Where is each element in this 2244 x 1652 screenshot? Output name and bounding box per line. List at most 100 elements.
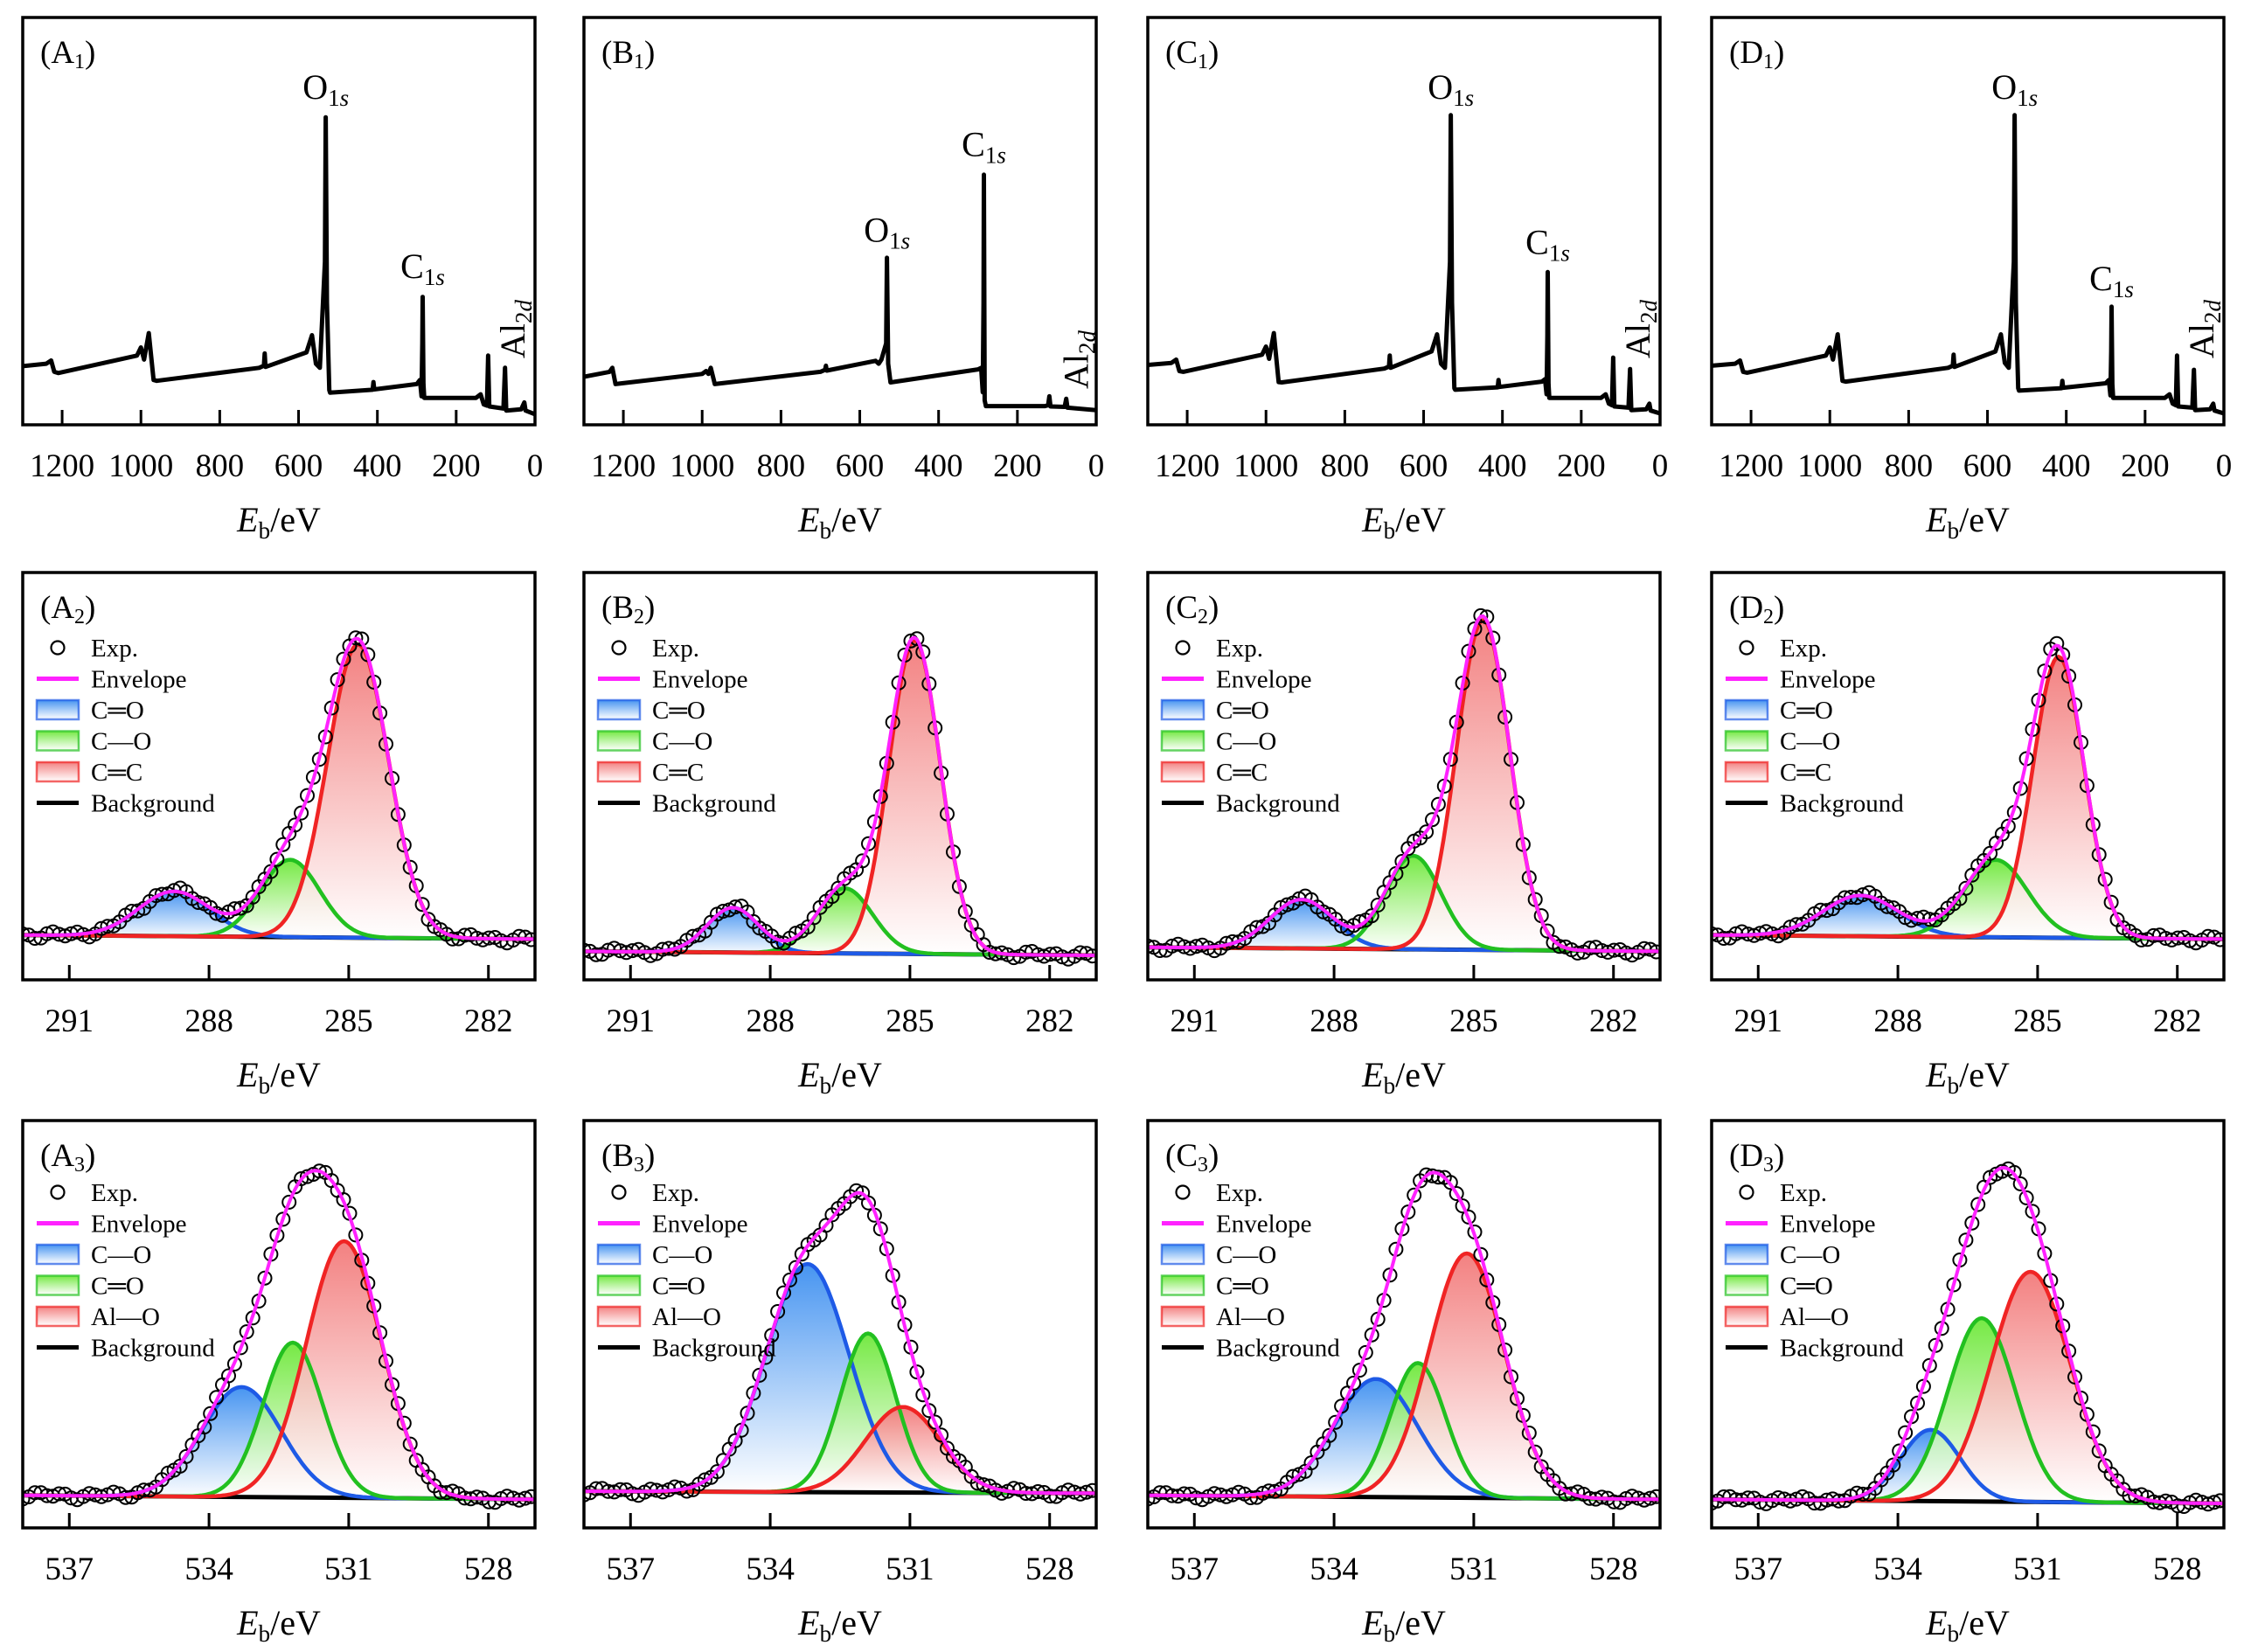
- plot-frame: [1710, 1119, 2226, 1530]
- legend-item: Exp.: [50, 1179, 138, 1207]
- axis-title-unit: /eV: [1959, 1055, 2010, 1094]
- exp-point: [2055, 647, 2071, 663]
- legend-swatch-blue: [1724, 698, 1769, 721]
- exp-point: [1527, 1444, 1543, 1460]
- exp-point: [2006, 1164, 2022, 1180]
- legend-label: C═O: [652, 1273, 705, 1301]
- exp-point: [2018, 1190, 2034, 1205]
- axis-title-sub: b: [1948, 517, 1960, 544]
- legend-item: Envelope: [37, 666, 187, 694]
- legend-swatch-red: [1724, 1305, 1769, 1328]
- plot-area: [584, 631, 1096, 967]
- exp-point: [976, 1477, 991, 1493]
- legend-item: C═C: [596, 759, 704, 787]
- panel-label-sub: 3: [634, 1154, 644, 1177]
- axis-title-sub: b: [1384, 1621, 1396, 1647]
- legend-label: Background: [652, 790, 776, 818]
- legend-label: Al—O: [652, 1303, 721, 1331]
- exp-point: [106, 1484, 122, 1500]
- panel-label-open: (C: [1165, 1138, 1198, 1174]
- exp-point: [1910, 1395, 1925, 1411]
- x-tick-label: 600: [1400, 448, 1449, 484]
- envelope-line: [1148, 1170, 1660, 1502]
- axis-title-sub: b: [1384, 1072, 1396, 1099]
- exp-point: [2012, 1176, 2028, 1191]
- peak-label-Al: Al2d: [1618, 299, 1662, 358]
- plot-frame: [582, 16, 1098, 427]
- x-tick-label: 800: [1321, 448, 1370, 484]
- panel-label: (D2): [1729, 590, 1784, 628]
- exp-point: [2182, 933, 2198, 948]
- panel-label-sub: 2: [634, 606, 644, 628]
- legend-item: Exp.: [1175, 1179, 1263, 1207]
- legend-swatch-red: [1160, 760, 1205, 783]
- panel-label-close: ): [644, 1138, 655, 1174]
- legend-marker-exp: [1175, 640, 1191, 656]
- axis-title-symbol: E: [1361, 500, 1383, 539]
- peak-label-sub-orbital: d: [1636, 299, 1662, 311]
- exp-point: [1407, 1187, 1422, 1203]
- exp-point: [1455, 1198, 1470, 1214]
- peak-label-main: Al: [1618, 323, 1657, 358]
- exp-point: [1618, 945, 1634, 961]
- panel-A2: (A2) Exp. Envelope C═O C—O C═C Background 291 28…: [21, 571, 537, 1099]
- exp-point: [336, 1192, 351, 1207]
- exp-point: [872, 1221, 888, 1237]
- exp-point: [1148, 1491, 1156, 1507]
- axis-title-unit: /eV: [270, 500, 321, 539]
- legend-label: C═O: [91, 697, 144, 725]
- x-tick-label: 600: [1963, 448, 2012, 484]
- exp-point: [226, 1357, 242, 1371]
- exp-point: [1394, 854, 1410, 869]
- plot-area: [1712, 1161, 2224, 1514]
- peak-label-Al: Al2d: [2182, 299, 2226, 358]
- peak-label-main: O: [302, 67, 328, 107]
- axis-title-symbol: E: [1925, 1603, 1947, 1642]
- panel-label-open: (B: [601, 35, 634, 71]
- panel-label-open: (D: [1729, 590, 1763, 626]
- x-axis-title: Eb/eV: [236, 1603, 321, 1647]
- legend-item: Envelope: [37, 1211, 187, 1239]
- exp-point: [178, 1448, 194, 1464]
- peak-label-sub-orbital: s: [901, 227, 911, 253]
- panel-label-sub: 3: [74, 1154, 85, 1177]
- legend-label: C—O: [1216, 1241, 1276, 1269]
- panel-label-sub: 2: [74, 606, 85, 628]
- legend-marker-exp: [1739, 1184, 1754, 1200]
- peak-label-main: Al: [493, 323, 532, 358]
- legend-item: Background: [37, 1335, 215, 1363]
- peak-label-sub-orbital: s: [1465, 85, 1475, 111]
- exp-point: [643, 947, 658, 963]
- legend-swatch-blue: [35, 1243, 80, 1266]
- legend-label: Exp.: [652, 635, 699, 663]
- legend-swatch-red: [596, 760, 642, 783]
- legend-item: Envelope: [1162, 1211, 1312, 1239]
- component-fill-blue: [584, 1264, 1096, 1494]
- plot-frame: [582, 1119, 1098, 1530]
- legend-item: C—O: [1160, 728, 1276, 756]
- legend-item: C—O: [596, 1241, 712, 1269]
- legend-label: Background: [1216, 790, 1340, 818]
- legend-label: C═O: [1216, 697, 1269, 725]
- axis-title-unit: /eV: [831, 1055, 882, 1094]
- x-axis-title: Eb/eV: [236, 500, 321, 544]
- plot-area: [23, 1163, 535, 1510]
- exp-point: [439, 1485, 455, 1501]
- x-tick-label: 537: [1171, 1551, 1219, 1587]
- component-fill-green: [1148, 856, 1660, 952]
- exp-point: [294, 805, 309, 821]
- panel-label-open: (A: [40, 590, 74, 626]
- x-tick-label: 282: [1025, 1003, 1074, 1039]
- legend-label: Exp.: [1216, 635, 1263, 663]
- panel-label-close: ): [644, 35, 655, 71]
- legend-item: Background: [1162, 790, 1340, 818]
- legend-label: Exp.: [1780, 1179, 1827, 1207]
- component-fill-blue: [1148, 899, 1660, 952]
- axis-title-unit: /eV: [1395, 500, 1446, 539]
- exp-point: [909, 1364, 925, 1380]
- x-tick-label: 288: [1310, 1003, 1358, 1039]
- x-axis-title: Eb/eV: [797, 1055, 882, 1099]
- exp-point: [1364, 1327, 1379, 1343]
- legend-marker-exp: [611, 1184, 627, 1200]
- exp-point: [1449, 1186, 1464, 1201]
